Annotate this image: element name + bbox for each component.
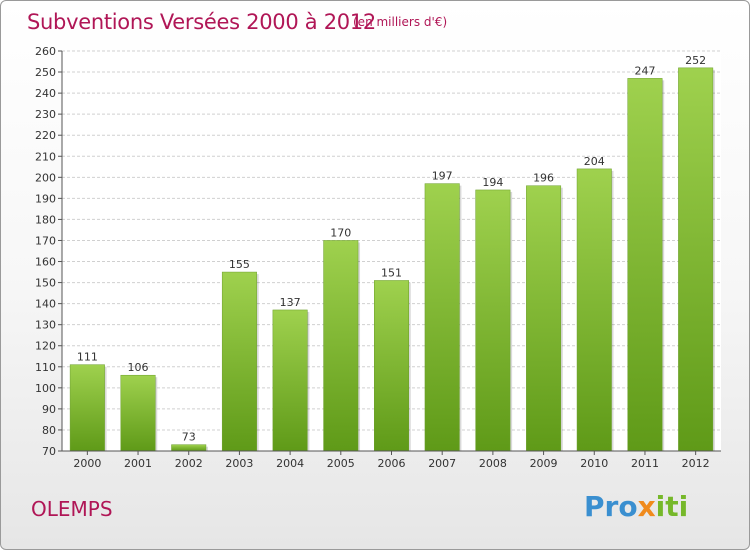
y-tick-label: 230 <box>35 108 56 121</box>
bar-2008 <box>475 189 511 452</box>
bar-2005 <box>323 240 359 452</box>
bar-2002 <box>171 444 207 452</box>
bar-2006 <box>374 280 409 452</box>
y-tick-label: 100 <box>35 382 56 395</box>
y-tick-label: 260 <box>35 45 56 58</box>
x-tick-label-2003: 2003 <box>225 457 253 470</box>
data-label-2007: 197 <box>432 170 453 183</box>
data-label-2012: 252 <box>685 54 706 67</box>
bar-2011 <box>627 78 663 452</box>
x-tick-label-2008: 2008 <box>479 457 507 470</box>
y-tick-label: 160 <box>35 256 56 269</box>
y-tick-label: 200 <box>35 171 56 184</box>
x-tick-label-2009: 2009 <box>530 457 558 470</box>
y-tick-label: 80 <box>42 424 56 437</box>
y-tick-label: 90 <box>42 403 56 416</box>
data-label-2008: 194 <box>482 176 503 189</box>
x-tick-label-2005: 2005 <box>327 457 355 470</box>
bar-2010 <box>576 168 612 452</box>
bar-2009 <box>526 185 562 452</box>
chart-title: Subventions Versées 2000 à 2012 <box>27 10 376 34</box>
data-label-2002: 73 <box>182 431 196 444</box>
data-label-2005: 170 <box>330 226 351 239</box>
x-tick-label-2007: 2007 <box>428 457 456 470</box>
y-tick-label: 240 <box>35 87 56 100</box>
commune-name: OLEMPS <box>31 497 113 521</box>
y-tick-label: 190 <box>35 192 56 205</box>
x-tick-label-2006: 2006 <box>378 457 406 470</box>
y-tick-label: 250 <box>35 66 56 79</box>
data-label-2003: 155 <box>229 258 250 271</box>
y-tick-label: 180 <box>35 213 56 226</box>
y-tick-label: 120 <box>35 340 56 353</box>
bar-2003 <box>221 271 257 452</box>
data-label-2011: 247 <box>634 64 655 77</box>
x-tick-label-2004: 2004 <box>276 457 304 470</box>
y-tick-label: 220 <box>35 129 56 142</box>
bar-2004 <box>272 309 308 452</box>
x-tick-label-2012: 2012 <box>682 457 710 470</box>
y-tick-label: 70 <box>42 445 56 458</box>
bar-2012 <box>678 67 714 452</box>
x-tick-label-2002: 2002 <box>175 457 203 470</box>
x-tick-label-2010: 2010 <box>580 457 608 470</box>
data-label-2009: 196 <box>533 172 554 185</box>
bar-2007 <box>424 183 460 452</box>
data-label-2010: 204 <box>584 155 605 168</box>
proxiti-logo[interactable]: Proxiti <box>584 490 689 523</box>
y-tick-label: 150 <box>35 277 56 290</box>
x-tick-label-2011: 2011 <box>631 457 659 470</box>
chart-subtitle: (en milliers d'€) <box>353 15 448 29</box>
bar-2000 <box>69 364 105 452</box>
y-tick-label: 130 <box>35 319 56 332</box>
data-label-2004: 137 <box>280 296 301 309</box>
x-tick-label-2000: 2000 <box>73 457 101 470</box>
data-label-2001: 106 <box>128 361 149 374</box>
bar-2001 <box>120 374 156 452</box>
y-tick-label: 110 <box>35 361 56 374</box>
data-label-2006: 151 <box>381 266 402 279</box>
y-tick-label: 140 <box>35 298 56 311</box>
x-tick-label-2001: 2001 <box>124 457 152 470</box>
y-tick-label: 210 <box>35 150 56 163</box>
data-label-2000: 111 <box>77 351 98 364</box>
y-tick-label: 170 <box>35 234 56 247</box>
